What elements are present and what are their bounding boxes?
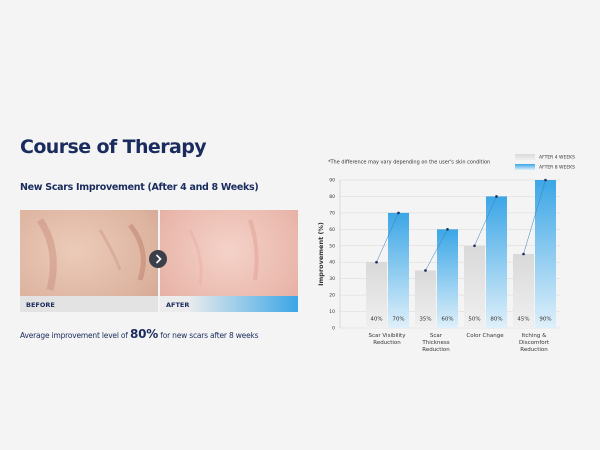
y-tick-label: 0 — [332, 326, 335, 332]
before-photo: BEFORE — [20, 210, 158, 312]
bar — [513, 254, 534, 328]
bar — [535, 180, 556, 328]
trend-dot — [544, 178, 547, 182]
trend-dot — [495, 195, 498, 198]
value-label: 35% — [419, 317, 431, 323]
caption-text: Average improvement level of — [20, 331, 128, 340]
x-tick-label: Scar Thickness Reduction — [422, 333, 450, 353]
trend-line — [523, 179, 546, 255]
heading: Course of Therapy — [20, 136, 207, 158]
value-label: 40% — [370, 317, 382, 323]
caption-highlight: 80% — [129, 327, 159, 341]
y-tick-label: 70 — [329, 210, 335, 216]
trend-line — [425, 229, 448, 271]
y-tick-label: 30 — [329, 276, 335, 282]
trend-dot — [522, 252, 525, 256]
bar — [366, 262, 387, 328]
value-label: 70% — [392, 317, 404, 323]
bar — [486, 196, 507, 328]
after-photo: AFTER — [160, 210, 298, 312]
caption-text: for new scars after 8 weeks — [160, 331, 259, 340]
trend-line — [474, 196, 497, 246]
value-label: 90% — [539, 317, 551, 323]
y-tick-label: 60 — [329, 227, 335, 233]
trend-dot — [446, 228, 449, 231]
value-label: 60% — [441, 317, 453, 323]
y-tick-label: 90 — [329, 178, 335, 184]
value-label: 80% — [490, 317, 502, 323]
y-tick-label: 20 — [329, 293, 335, 299]
trend-dot — [473, 244, 476, 248]
legend-swatch — [515, 164, 535, 170]
legend-label: AFTER 8 WEEKS — [539, 165, 575, 171]
photo-label: BEFORE — [20, 296, 158, 312]
trend-dot — [397, 211, 400, 215]
y-tick-label: 40 — [329, 260, 335, 266]
bar — [464, 245, 485, 328]
bar — [437, 229, 458, 328]
value-label: 50% — [468, 317, 480, 323]
arrow-button[interactable] — [149, 250, 167, 268]
y-tick-label: 10 — [329, 309, 335, 315]
scar-drawing — [37, 218, 146, 291]
chart-note: *The difference may vary depending on th… — [328, 160, 490, 166]
caption: Average improvement level of 80% for new… — [20, 327, 259, 341]
legend-label: AFTER 4 WEEKS — [539, 155, 575, 161]
y-axis-label: Improvement (%) — [317, 222, 325, 286]
photo-label: AFTER — [160, 296, 298, 312]
x-tick-label: Color Change — [466, 333, 504, 339]
x-tick-label: Itching & Discomfort Reduction — [518, 333, 550, 353]
trend-dot — [375, 260, 378, 264]
legend-swatch — [515, 154, 535, 160]
trend-line — [376, 212, 399, 263]
x-tick-label: Scar Visibility Reduction — [368, 333, 406, 346]
bar — [388, 212, 409, 328]
y-tick-label: 50 — [329, 243, 335, 249]
value-label: 45% — [517, 317, 529, 323]
scar-drawing — [188, 219, 259, 286]
bar — [415, 270, 436, 328]
arrow-icon — [155, 254, 162, 264]
y-tick-label: 80 — [329, 194, 335, 200]
subheading: New Scars Improvement (After 4 and 8 Wee… — [20, 182, 259, 193]
trend-dot — [424, 269, 427, 272]
